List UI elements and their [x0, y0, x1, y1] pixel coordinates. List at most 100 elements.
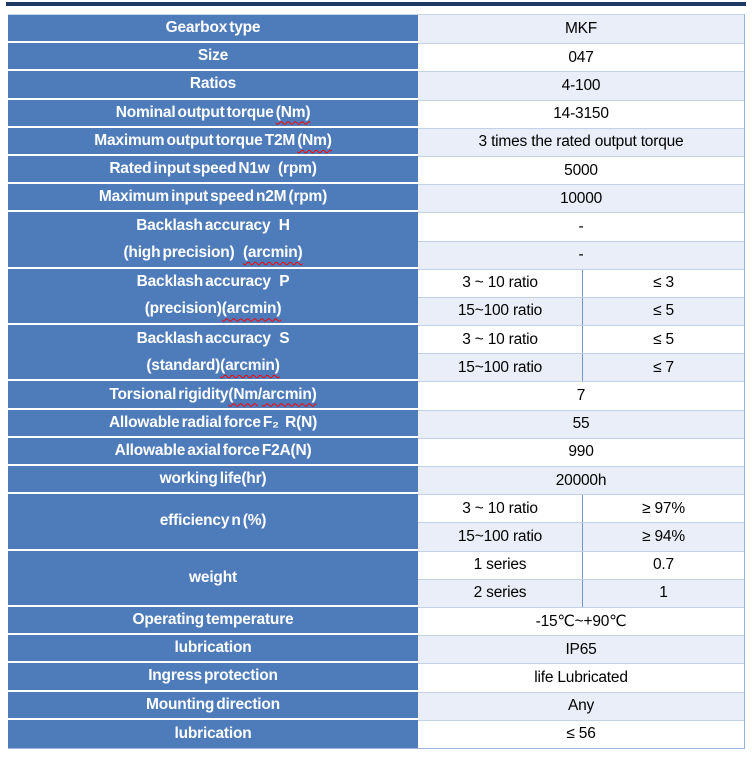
- row-label: Mounting direction: [8, 691, 418, 720]
- value-cell: ≥ 97%: [582, 495, 744, 523]
- spec-row-efficiency: efficiency n (%) 3 ~ 10 ratio ≥ 97% 15~1…: [8, 494, 744, 551]
- spec-row-backlash-p: Backlash accuracy P (precision) (arcmin) …: [8, 268, 744, 326]
- misspelled-text: (Nm: [228, 385, 258, 403]
- sub-row: 15~100 ratio ≥ 94%: [418, 522, 744, 551]
- misspelled-text: (arcmin): [220, 356, 280, 374]
- spec-row-backlash-s: Backlash accuracy S (standard) (arcmin) 3…: [8, 325, 744, 382]
- value-cell: Any: [418, 691, 744, 720]
- value-cell: 55: [418, 409, 744, 438]
- spec-row-lubrication-1: lubrication IP65: [8, 635, 744, 664]
- row-label: lubrication: [8, 635, 418, 664]
- spec-row-size: Size 047: [8, 43, 744, 72]
- value-cell: 20000h: [418, 466, 744, 495]
- label-text: Torsional rigidity: [109, 385, 229, 403]
- row-label: Nominal output torque (Nm): [8, 99, 418, 128]
- sub-row: 3 ~ 10 ratio ≤ 5: [418, 325, 744, 354]
- label-text: (standard): [146, 356, 221, 374]
- sub-row: 3 ~ 10 ratio ≤ 3: [418, 268, 744, 297]
- row-label: Size: [8, 43, 418, 72]
- gearbox-spec-table: Gearbox type MKF Size 047 Ratios 4-100 N…: [8, 14, 745, 749]
- row-label: weight: [8, 550, 418, 607]
- spec-row-gearbox-type: Gearbox type MKF: [8, 15, 744, 44]
- spec-row-nominal-output-torque: Nominal output torque (Nm) 14-3150: [8, 99, 744, 128]
- row-label: Ingress protection: [8, 663, 418, 692]
- misspelled-text: arcmin): [262, 385, 317, 403]
- label-text: Rated input speed N1w (rpm): [109, 160, 317, 178]
- value-cell: 7: [418, 381, 744, 410]
- row-label: Allowable axial force F2A(N): [8, 437, 418, 466]
- row-label: Operating temperature: [8, 606, 418, 636]
- row-label: Allowable radial force F₂ R(N): [8, 409, 418, 438]
- row-label: lubrication: [8, 719, 418, 748]
- sub-row: 3 ~ 10 ratio ≥ 97%: [418, 494, 744, 523]
- label-text: Backlash accuracy S: [136, 329, 290, 347]
- spec-row-mounting-direction: Mounting direction Any: [8, 691, 744, 720]
- value-cell: life Lubricated: [418, 663, 744, 692]
- label-text: Allowable radial force F₂ R(N): [108, 413, 318, 431]
- value-cell: -15℃~+90℃: [418, 606, 744, 636]
- label-text: lubrication: [174, 724, 252, 742]
- spec-row-maximum-input-speed: Maximum input speed n2M (rpm) 10000: [8, 184, 744, 213]
- ratio-cell: 15~100 ratio: [457, 527, 543, 545]
- label-text: (precision): [144, 300, 222, 318]
- label-text: Allowable axial force F2A(N): [114, 441, 312, 459]
- value-cell: ≤ 3: [582, 269, 744, 297]
- value-cell: IP65: [418, 635, 744, 664]
- misspelled-text: (Nm): [275, 103, 311, 121]
- ratio-cell: 3 ~ 10 ratio: [462, 330, 538, 348]
- spec-row-working-life: working life(hr) 20000h: [8, 466, 744, 495]
- row-label: Rated input speed N1w (rpm): [8, 155, 418, 185]
- spec-row-axial-force: Allowable axial force F2A(N) 990: [8, 437, 744, 466]
- row-label: Maximum output torque T2M (Nm): [8, 127, 418, 156]
- label-text: Gearbox type: [165, 19, 261, 37]
- spec-row-ratios: Ratios 4-100: [8, 71, 744, 100]
- value-cell: 0.7: [582, 551, 744, 579]
- row-label: working life(hr): [8, 466, 418, 495]
- ratio-cell: 15~100 ratio: [457, 358, 543, 376]
- value-cell: 3 times the rated output torque: [418, 127, 744, 156]
- spec-row-rated-input-speed: Rated input speed N1w (rpm) 5000: [8, 155, 744, 185]
- row-label: Ratios: [8, 71, 418, 100]
- label-text: Maximum output torque T2M: [94, 131, 298, 149]
- value-cell: MKF: [418, 15, 744, 44]
- value-cell: 4-100: [418, 71, 744, 100]
- spec-row-operating-temperature: Operating temperature -15℃~+90℃: [8, 606, 744, 636]
- value-cell: ≤ 56: [418, 719, 744, 748]
- row-label: Backlash accuracy P (precision) (arcmin): [8, 268, 418, 326]
- label-text: Ingress protection: [148, 667, 278, 685]
- value-cell: ≤ 7: [582, 354, 744, 382]
- value-cell: -: [418, 212, 744, 241]
- misspelled-text: (arcmin): [242, 244, 303, 262]
- spec-row-maximum-output-torque: Maximum output torque T2M (Nm) 3 times t…: [8, 127, 744, 156]
- label-text: Maximum input speed n2M (rpm): [98, 188, 328, 206]
- misspelled-text: (Nm): [297, 131, 332, 149]
- label-text: Nominal output torque: [115, 103, 276, 121]
- label-text: lubrication: [174, 639, 252, 657]
- value-cell: ≤ 5: [582, 326, 744, 354]
- series-cell: 1 series: [473, 556, 527, 574]
- label-text: efficiency n (%): [159, 512, 267, 530]
- spec-row-lubrication-2: lubrication ≤ 56: [8, 719, 744, 748]
- row-label: Backlash accuracy H (high precision) (ar…: [8, 212, 418, 269]
- value-cell: 047: [418, 43, 744, 72]
- value-cell: 10000: [418, 184, 744, 213]
- label-text: (high precision): [123, 244, 243, 262]
- row-label: Gearbox type: [8, 15, 418, 44]
- value-cell: 1: [582, 579, 744, 607]
- row-label: Backlash accuracy S (standard) (arcmin): [8, 325, 418, 382]
- sub-row: 1 series 0.7: [418, 550, 744, 579]
- label-text: Size: [197, 47, 229, 65]
- ratio-cell: 3 ~ 10 ratio: [462, 274, 538, 292]
- value-cell: 5000: [418, 155, 744, 185]
- row-label: efficiency n (%): [8, 494, 418, 551]
- label-text: /: [257, 385, 263, 403]
- row-label: Torsional rigidity (Nm / arcmin): [8, 381, 418, 410]
- spec-row-torsional-rigidity: Torsional rigidity (Nm / arcmin) 7: [8, 381, 744, 410]
- value-cell: ≥ 94%: [582, 523, 744, 551]
- label-text: Backlash accuracy P: [136, 273, 290, 291]
- value-cell: ≤ 5: [582, 297, 744, 326]
- label-text: Ratios: [189, 75, 237, 93]
- sub-row: 15~100 ratio ≤ 7: [418, 353, 744, 382]
- label-text: Operating temperature: [132, 611, 294, 629]
- spec-row-ingress-protection: Ingress protection life Lubricated: [8, 663, 744, 692]
